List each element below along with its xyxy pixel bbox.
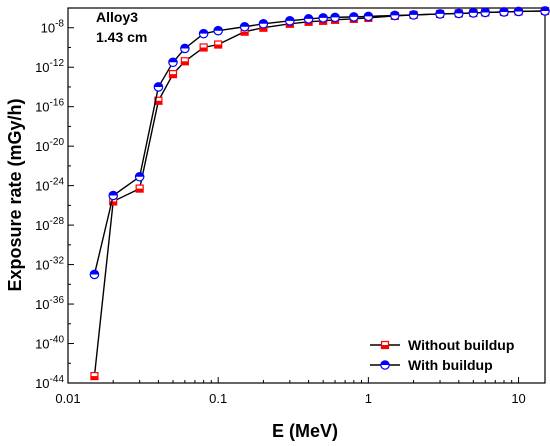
data-point — [363, 11, 374, 22]
annotation-alloy: Alloy3 — [96, 9, 138, 25]
data-point — [468, 8, 479, 18]
x-axis-title: E (MeV) — [272, 421, 338, 441]
data-point — [285, 16, 295, 26]
data-point — [108, 190, 119, 201]
data-point — [168, 57, 178, 68]
data-point — [480, 7, 491, 18]
series-without-buildup — [90, 6, 550, 381]
data-point — [89, 269, 100, 280]
data-point — [499, 7, 509, 17]
data-point — [408, 10, 419, 20]
x-tick-label: 10 — [511, 391, 525, 406]
series-line — [93, 10, 546, 275]
y-tick-label: 10-40 — [35, 335, 64, 352]
legend-label: Without buildup — [408, 337, 514, 353]
legend-marker — [380, 340, 390, 350]
x-tick-label: 1 — [365, 391, 372, 406]
data-point — [198, 28, 209, 39]
data-point — [453, 8, 464, 19]
data-point — [303, 14, 314, 24]
y-tick-label: 10-8 — [41, 19, 65, 36]
data-point — [90, 371, 99, 381]
series-with-buildup — [89, 6, 550, 280]
y-tick-label: 10-44 — [35, 374, 64, 391]
data-point — [239, 21, 250, 32]
data-point — [199, 43, 208, 52]
data-point — [435, 9, 445, 19]
x-tick-label: 0.1 — [209, 391, 227, 406]
data-point — [153, 82, 164, 92]
data-point — [214, 40, 223, 49]
x-axis-ticks: 0.01 0.1 1 10 — [55, 377, 526, 406]
y-tick-label: 10-12 — [35, 58, 64, 75]
data-point — [330, 12, 340, 23]
annotation-thickness: 1.43 cm — [96, 29, 147, 45]
data-point — [134, 171, 145, 182]
legend: Without buildup With buildup — [370, 337, 514, 373]
data-point — [258, 18, 269, 29]
y-tick-label: 10-20 — [35, 137, 64, 154]
data-point — [180, 57, 189, 66]
legend-marker — [380, 360, 390, 370]
data-point — [540, 6, 550, 16]
data-point — [168, 70, 178, 79]
y-tick-label: 10-32 — [35, 256, 64, 273]
data-point — [513, 6, 524, 17]
data-point — [390, 10, 400, 21]
legend-item: With buildup — [370, 357, 493, 373]
data-point — [318, 13, 328, 23]
data-point — [349, 12, 359, 22]
y-axis-title: Exposure rate (mGy/h) — [5, 98, 25, 291]
series-layer — [89, 6, 550, 381]
data-point — [135, 184, 144, 193]
legend-label: With buildup — [408, 357, 493, 373]
plot-frame — [67, 7, 546, 384]
x-tick-label: 0.01 — [55, 391, 80, 406]
data-point — [213, 25, 223, 36]
y-tick-label: 10-28 — [35, 216, 64, 233]
y-tick-label: 10-36 — [35, 295, 64, 312]
series-line — [93, 10, 546, 377]
legend-item: Without buildup — [370, 337, 514, 353]
y-tick-label: 10-24 — [35, 177, 64, 194]
y-tick-label: 10-16 — [35, 98, 64, 115]
data-point — [180, 43, 190, 54]
